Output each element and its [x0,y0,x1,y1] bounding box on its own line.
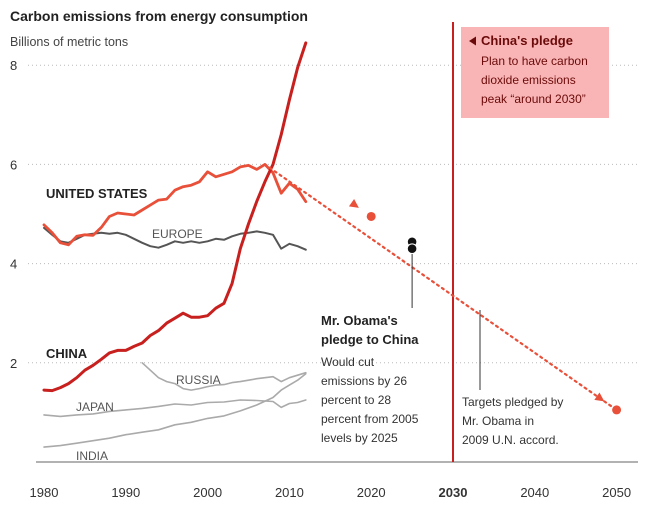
x-axis-ticks: 1980 1990 2000 2010 2020 2030 2040 2050 [30,485,632,500]
target-point-0 [366,211,376,221]
obama-heading-0: Mr. Obama's [321,313,398,328]
series-lines [42,41,308,448]
x-tick-2020: 2020 [357,485,386,500]
y-tick-2: 2 [10,356,17,371]
un-text-2: 2009 U.N. accord. [462,433,559,447]
x-tick-1980: 1980 [30,485,59,500]
obama-text-3: percent from 2005 [321,412,419,426]
target-arrow-icon-1 [594,392,605,402]
obama-text-1: emissions by 26 [321,374,407,388]
china-pledge-heading: China's pledge [481,33,573,48]
series-label-china: CHINA [46,346,88,361]
y-tick-6: 6 [10,157,17,172]
obama-heading-1: pledge to China [321,332,419,347]
x-tick-2050: 2050 [602,485,631,500]
china-pledge-text: Plan to have carbon dioxide emissions peak… [481,54,588,106]
target-point-1 [612,405,622,415]
series-label-europe: EUROPE [152,227,203,241]
china-pledge-arrow-icon [469,36,476,46]
y-tick-4: 4 [10,257,17,272]
series-line-japan [43,399,307,418]
china-pledge-line-2: peak “around 2030” [481,92,586,106]
un-accord-annotation: Targets pledged by Mr. Obama in 2009 U.N. … [462,310,563,447]
series-labels: UNITED STATES EUROPE CHINA RUSSIA JAPAN INDIA [46,186,221,463]
projection-line [263,163,618,412]
obama-text-4: levels by 2025 [321,431,398,445]
y-axis-ticks: 2 4 6 8 [10,58,17,371]
series-label-united-states: UNITED STATES [46,186,148,201]
x-tick-2030: 2030 [439,485,468,500]
obama-text-2: percent to 28 [321,393,391,407]
projection [263,163,622,415]
series-label-russia: RUSSIA [176,373,221,387]
series-label-japan: JAPAN [76,400,114,414]
china-pledge-line-0: Plan to have carbon [481,54,588,68]
series-line-russia [141,362,307,391]
series-label-india: INDIA [76,449,108,463]
china-pledge-box [461,27,609,118]
obama-pledge-annotation: Mr. Obama's pledge to China Would cut emiss… [321,236,419,445]
x-tick-1990: 1990 [111,485,140,500]
x-tick-2000: 2000 [193,485,222,500]
series-line-united-states [42,163,308,247]
series-line-india [43,372,307,448]
obama-point-1 [406,243,418,255]
chart-subtitle: Billions of metric tons [10,35,128,49]
obama-text-0: Would cut [321,355,375,369]
target-arrow-icon-0 [348,199,359,208]
un-text-0: Targets pledged by [462,395,563,409]
x-tick-2040: 2040 [520,485,549,500]
x-tick-2010: 2010 [275,485,304,500]
chart-title: Carbon emissions from energy consumption [10,8,308,24]
y-tick-8: 8 [10,58,17,73]
china-pledge-line-1: dioxide emissions [481,73,576,87]
series-line-china [42,41,308,393]
un-text-1: Mr. Obama in [462,414,534,428]
